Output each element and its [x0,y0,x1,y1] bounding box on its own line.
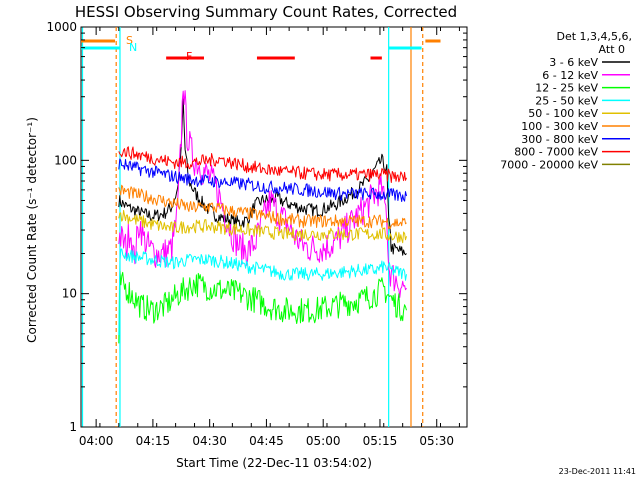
x-axis-title: Start Time (22-Dec-11 03:54:02) [176,456,372,470]
series-line-6 [118,158,407,202]
y-tick-label-2: 100 [54,153,77,167]
series-lines [118,90,407,344]
plot-frame [80,26,468,428]
y-tick-label-3: 1000 [46,20,77,34]
legend-label-1: 6 - 12 keV [542,69,598,82]
legend-label-2: 12 - 25 keV [535,82,598,95]
x-tick-label-5: 05:15 [363,434,398,448]
saa-label: S [126,34,133,47]
status-bars [81,39,441,60]
chart-title: HESSI Observing Summary Count Rates, Cor… [75,3,457,21]
series-line-7 [118,146,407,183]
legend-label-0: 3 - 6 keV [549,56,598,69]
legend-header-line-2: Att 0 [599,43,625,56]
legend-label-5: 100 - 300 keV [521,120,598,133]
y-tick-labels: 1 10 100 1000 [46,20,77,434]
night-label: N [129,41,137,54]
axis-ticks [80,26,467,428]
x-tick-labels: 04:00 04:15 04:30 04:45 05:00 05:15 05:30 [79,434,454,448]
x-tick-label-2: 04:30 [192,434,227,448]
annotation-labels: S N F [126,34,192,63]
legend-label-3: 25 - 50 keV [535,94,598,107]
series-line-3 [118,248,407,336]
y-tick-label-1: 10 [62,287,77,301]
series-line-5 [118,184,407,230]
x-tick-label-4: 05:00 [306,434,341,448]
footer-date: 23-Dec-2011 11:41 [559,467,636,476]
y-axis-title: Corrected Count Rate (s⁻¹ detector⁻¹) [25,117,39,343]
series-line-4 [118,209,407,244]
x-tick-label-3: 04:45 [249,434,284,448]
legend-label-4: 50 - 100 keV [528,107,598,120]
x-tick-label-1: 04:15 [136,434,171,448]
plot-area [80,26,468,428]
legend-label-7: 800 - 7000 keV [514,146,598,159]
legend-label-6: 300 - 800 keV [521,133,598,146]
legend-label-8: 7000 - 20000 keV [500,158,598,171]
x-tick-label-6: 05:30 [419,434,454,448]
x-tick-label-0: 04:00 [79,434,114,448]
series-line-1 [118,90,407,298]
flare-label: F [186,50,192,63]
y-tick-label-0: 1 [69,420,77,434]
legend-header-line-1: Det 1,3,4,5,6, [556,30,632,43]
series-line-2 [118,270,407,344]
